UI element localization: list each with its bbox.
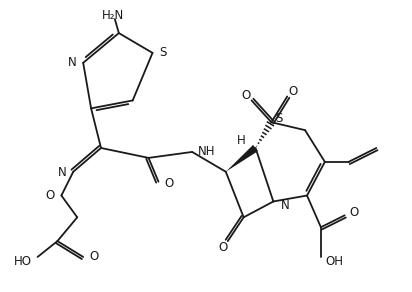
Text: S: S: [275, 112, 283, 125]
Text: N: N: [58, 166, 66, 179]
Text: O: O: [288, 85, 298, 98]
Text: O: O: [350, 206, 359, 219]
Text: O: O: [164, 177, 173, 190]
Text: N: N: [281, 199, 290, 212]
Text: OH: OH: [326, 256, 344, 268]
Text: O: O: [241, 89, 250, 102]
Text: H: H: [237, 133, 246, 147]
Text: O: O: [218, 241, 227, 253]
Text: HO: HO: [14, 256, 32, 268]
Text: N: N: [68, 56, 76, 69]
Text: S: S: [159, 46, 167, 59]
Polygon shape: [226, 145, 258, 172]
Text: O: O: [45, 189, 54, 202]
Text: H₂N: H₂N: [102, 9, 124, 22]
Text: NH: NH: [198, 145, 215, 159]
Text: O: O: [89, 251, 98, 263]
